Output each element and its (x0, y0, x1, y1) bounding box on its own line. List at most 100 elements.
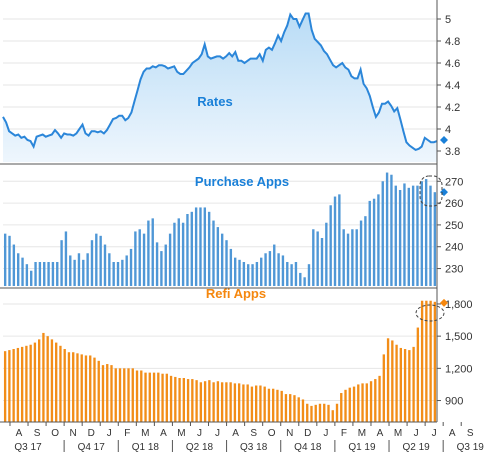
rates-panel: Rates 3.8 4 4.2 4.4 4.6 4.8 5 (2, 12, 460, 162)
purchase-bar (286, 262, 289, 286)
refi-bars (3, 300, 437, 422)
purchase-bar (385, 172, 389, 286)
refi-bar (50, 339, 54, 422)
purchase-bar (216, 227, 220, 286)
purchase-tick-label: 250 (445, 220, 463, 232)
refi-bar (378, 375, 381, 422)
rates-tick-label: 5 (445, 14, 451, 26)
refi-bar (20, 346, 24, 422)
purchase-gridlines (3, 180, 437, 270)
rates-tick-label: 4.6 (445, 58, 460, 70)
refi-bar (63, 349, 66, 422)
purchase-bar (320, 238, 324, 286)
refi-tick-label: 1,800 (445, 299, 473, 311)
purchase-bar (338, 194, 341, 286)
purchase-bar (411, 185, 415, 286)
refi-bar (127, 368, 130, 422)
refi-bar (195, 380, 198, 422)
refi-bar (416, 327, 420, 422)
x-month-label: A (449, 428, 456, 439)
refi-bar (246, 384, 249, 422)
refi-bar (152, 372, 156, 422)
purchase-bar (377, 194, 380, 286)
refi-bar (212, 382, 215, 422)
refi-bar (348, 387, 351, 422)
purchase-bar (372, 198, 376, 286)
purchase-bar (312, 229, 315, 286)
refi-bar (255, 385, 258, 422)
purchase-bar (103, 244, 107, 286)
x-quarter-label: Q1 19 (348, 442, 376, 453)
refi-bar (267, 388, 271, 422)
rates-area (3, 13, 437, 162)
refi-bar (365, 383, 368, 422)
refi-bar (12, 349, 15, 422)
purchase-bar (416, 185, 419, 286)
purchase-bars (3, 172, 437, 286)
purchase-bar (225, 240, 228, 286)
purchase-bar (138, 229, 141, 286)
refi-bar (169, 375, 173, 422)
purchase-bar (90, 240, 94, 286)
purchase-bar (273, 244, 276, 286)
refi-bar (382, 354, 385, 422)
x-month-label: J (107, 428, 112, 439)
x-month-label: D (304, 428, 311, 439)
x-month-label: S (250, 428, 257, 439)
purchase-bar (234, 257, 237, 286)
refi-tick-label: 900 (445, 396, 463, 408)
refi-bar (25, 345, 28, 422)
refi-bar (89, 355, 92, 422)
refi-tick-label: 1,500 (445, 331, 473, 343)
purchase-bar (64, 231, 68, 286)
purchase-bar (168, 233, 172, 286)
refi-y-axis: 900 1,200 1,500 1,800 (437, 299, 473, 408)
x-month-label: J (414, 428, 419, 439)
x-quarter-label: Q4 18 (294, 442, 322, 453)
x-month-label: M (177, 428, 185, 439)
purchase-bar (420, 181, 424, 286)
refi-bar (352, 386, 356, 422)
x-month-label: M (394, 428, 402, 439)
refi-gridlines (3, 303, 437, 402)
refi-bar (55, 342, 58, 422)
x-month-label: J (432, 428, 437, 439)
purchase-bar (303, 277, 306, 286)
refi-bar (118, 368, 122, 422)
refi-bar (340, 393, 343, 422)
purchase-bar (394, 185, 397, 286)
refi-bar (140, 370, 143, 422)
purchase-bar (281, 255, 285, 286)
purchase-bar (21, 257, 24, 286)
purchase-bar (47, 262, 50, 286)
purchase-bar (173, 222, 176, 286)
refi-bar (403, 349, 407, 422)
purchase-current-marker (440, 188, 448, 197)
refi-bar (420, 300, 424, 422)
x-month-label: A (232, 428, 239, 439)
refi-bar (174, 376, 177, 422)
purchase-bar (186, 214, 189, 286)
purchase-bar (433, 192, 437, 286)
purchase-bar (30, 270, 33, 286)
purchase-bar (342, 229, 345, 286)
purchase-bar (34, 262, 37, 286)
purchase-bar (25, 264, 29, 286)
refi-bar (97, 360, 100, 422)
rates-tick-label: 4 (445, 124, 451, 136)
purchase-bar (51, 262, 55, 286)
rates-tick-label: 3.8 (445, 146, 460, 158)
purchase-bar (238, 259, 241, 286)
panel-frames (0, 0, 438, 423)
x-month-label: F (124, 428, 130, 439)
purchase-bar (181, 222, 185, 286)
refi-panel: Refi Apps 900 1,200 1,500 1,800 (3, 286, 473, 422)
refi-bar (323, 403, 326, 422)
refi-bar (106, 364, 109, 422)
refi-bar (29, 344, 32, 422)
x-month-label: D (88, 428, 95, 439)
refi-bar (199, 382, 203, 422)
refi-bar (42, 332, 45, 422)
refi-bar (408, 350, 411, 422)
refi-bar (391, 340, 394, 422)
